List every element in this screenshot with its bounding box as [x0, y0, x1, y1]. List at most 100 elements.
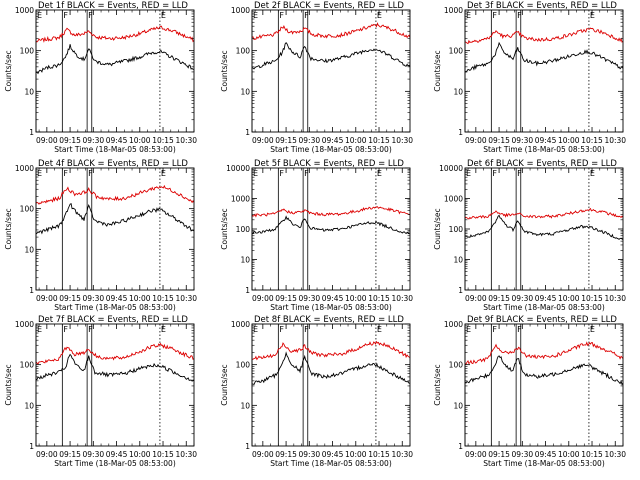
interval-marker-label: E — [253, 325, 258, 334]
y-tick-label: 100 — [236, 225, 251, 234]
x-axis-label: Start Time (18-Mar-05 08:53:00) — [483, 303, 605, 312]
y-tick-label: 1000 — [444, 6, 463, 15]
x-tick-label: 10:30 — [175, 450, 197, 459]
x-tick-label: 10:15 — [152, 450, 174, 459]
interval-marker-label: F — [304, 325, 309, 334]
interval-marker-label: E — [377, 325, 382, 334]
y-tick-label: 1 — [245, 442, 250, 451]
y-tick-label: 100 — [236, 47, 251, 56]
y-tick-label: 1 — [29, 286, 34, 295]
x-axis-label: Start Time (18-Mar-05 08:53:00) — [270, 145, 392, 154]
x-tick-label: 09:45 — [535, 294, 557, 303]
y-tick-label: 1000 — [231, 6, 250, 15]
y-tick-label: 1000 — [231, 195, 250, 204]
x-tick-label: 09:45 — [106, 450, 128, 459]
interval-marker-label: F — [517, 11, 522, 20]
y-axis-label: Counts/sec — [433, 208, 442, 249]
interval-marker-label: E — [590, 325, 595, 334]
x-tick-label: 09:45 — [535, 450, 557, 459]
x-tick-label: 10:30 — [604, 294, 626, 303]
y-tick-label: 1 — [29, 442, 34, 451]
x-tick-label: 09:30 — [512, 136, 534, 145]
interval-marker-label: E — [161, 169, 166, 178]
interval-marker-label: F — [88, 325, 93, 334]
interval-marker-label: F — [63, 11, 68, 20]
x-tick-label: 10:00 — [345, 294, 367, 303]
series-line-lld — [251, 22, 411, 41]
x-axis-label: Start Time (18-Mar-05 08:53:00) — [483, 145, 605, 154]
y-axis-label: Counts/sec — [4, 364, 13, 405]
interval-marker-label: E — [37, 325, 42, 334]
x-axis-label: Start Time (18-Mar-05 08:53:00) — [54, 145, 176, 154]
series-line-lld — [35, 184, 195, 205]
x-tick-label: 10:15 — [581, 450, 603, 459]
x-axis-label: Start Time (18-Mar-05 08:53:00) — [54, 303, 176, 312]
x-tick-label: 10:30 — [391, 450, 413, 459]
y-tick-label: 1 — [458, 286, 463, 295]
interval-marker-label: F — [517, 169, 522, 178]
interval-marker-label: E — [253, 11, 258, 20]
x-tick-label: 09:30 — [83, 136, 105, 145]
y-tick-label: 100 — [20, 47, 35, 56]
y-tick-label: 1 — [245, 128, 250, 137]
x-tick-label: 10:30 — [604, 450, 626, 459]
y-tick-label: 1 — [245, 286, 250, 295]
series-line-lld — [251, 206, 411, 218]
x-tick-label: 10:00 — [558, 136, 580, 145]
series-line-events — [251, 351, 410, 385]
chart-title: Det 6f BLACK = Events, RED = LLD — [467, 159, 617, 169]
y-tick-label: 10 — [453, 87, 463, 96]
chart-title: Det 1f BLACK = Events, RED = LLD — [38, 1, 188, 11]
series-line-lld — [464, 27, 624, 45]
x-tick-label: 10:15 — [368, 294, 390, 303]
interval-marker-label: E — [377, 11, 382, 20]
y-axis-label: Counts/sec — [4, 50, 13, 91]
x-tick-label: 10:30 — [391, 136, 413, 145]
y-tick-label: 1000 — [15, 164, 34, 173]
y-tick-label: 10 — [453, 401, 463, 410]
x-tick-label: 09:30 — [512, 294, 534, 303]
x-tick-label: 10:15 — [368, 450, 390, 459]
x-tick-label: 09:15 — [275, 450, 297, 459]
x-tick-label: 09:15 — [275, 136, 297, 145]
y-tick-label: 1000 — [15, 6, 34, 15]
x-tick-label: 10:15 — [581, 294, 603, 303]
y-tick-label: 10 — [240, 256, 250, 265]
interval-marker-label: E — [590, 11, 595, 20]
interval-marker-label: F — [279, 11, 284, 20]
x-tick-label: 09:30 — [512, 450, 534, 459]
series-line-lld — [464, 341, 624, 365]
plot-frame — [35, 167, 195, 291]
plot-frame — [35, 9, 195, 133]
chart-title: Det 4f BLACK = Events, RED = LLD — [38, 159, 188, 169]
x-tick-label: 09:00 — [252, 450, 274, 459]
y-axis-label: Counts/sec — [4, 208, 13, 249]
interval-marker-label: E — [466, 325, 471, 334]
x-tick-label: 09:15 — [59, 136, 81, 145]
y-tick-label: 100 — [449, 47, 464, 56]
x-axis-label: Start Time (18-Mar-05 08:53:00) — [270, 303, 392, 312]
y-tick-label: 1 — [29, 128, 34, 137]
x-tick-label: 10:00 — [345, 450, 367, 459]
y-tick-label: 100 — [20, 361, 35, 370]
x-tick-label: 09:15 — [59, 450, 81, 459]
x-tick-label: 10:15 — [581, 136, 603, 145]
x-tick-label: 09:00 — [36, 450, 58, 459]
chart-title: Det 7f BLACK = Events, RED = LLD — [38, 315, 188, 325]
series-line-lld — [251, 340, 411, 361]
plot-frame — [251, 9, 411, 133]
y-tick-label: 10 — [240, 87, 250, 96]
interval-marker-label: F — [63, 325, 68, 334]
interval-marker-label: F — [63, 169, 68, 178]
y-tick-label: 10000 — [439, 164, 463, 173]
x-tick-label: 10:30 — [391, 294, 413, 303]
series-line-events — [464, 214, 624, 240]
y-tick-label: 1000 — [444, 320, 463, 329]
x-tick-label: 10:15 — [152, 294, 174, 303]
series-line-events — [35, 44, 195, 75]
